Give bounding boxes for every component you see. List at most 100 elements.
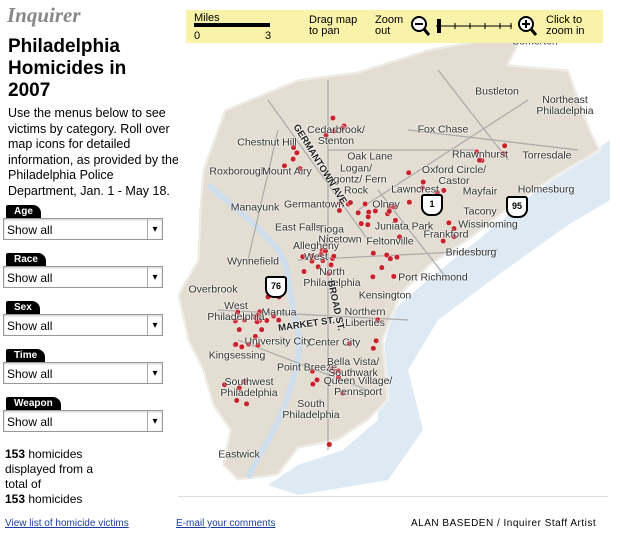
- homicide-icon[interactable]: [258, 326, 265, 333]
- homicide-icon[interactable]: [406, 199, 413, 206]
- place-label: Germantown: [283, 198, 345, 211]
- homicide-icon[interactable]: [322, 132, 330, 139]
- homicide-icon[interactable]: [326, 441, 333, 448]
- homicide-icon[interactable]: [378, 264, 385, 271]
- homicide-icon[interactable]: [296, 165, 303, 172]
- homicide-icon[interactable]: [263, 317, 270, 324]
- homicide-icon[interactable]: [221, 381, 228, 388]
- homicide-icon[interactable]: [309, 368, 316, 375]
- homicide-icon[interactable]: [473, 148, 480, 156]
- homicide-icon[interactable]: [374, 316, 381, 323]
- homicide-icon[interactable]: [233, 397, 240, 404]
- filter-select[interactable]: Show all: [3, 314, 163, 336]
- homicide-icon[interactable]: [405, 169, 412, 176]
- homicide-icon[interactable]: [476, 157, 483, 164]
- homicide-icon[interactable]: [369, 273, 376, 280]
- homicide-icon[interactable]: [329, 115, 336, 122]
- homicide-icon[interactable]: [365, 209, 372, 216]
- homicide-icon[interactable]: [232, 341, 239, 348]
- homicide-icon[interactable]: [300, 268, 308, 275]
- filter-select[interactable]: Show all: [3, 410, 163, 432]
- homicide-icon[interactable]: [383, 251, 390, 259]
- filter-select[interactable]: Show all: [3, 362, 163, 384]
- homicide-icon[interactable]: [299, 253, 306, 260]
- homicide-icon[interactable]: [236, 326, 243, 333]
- homicide-icon[interactable]: [308, 253, 315, 260]
- homicide-icon[interactable]: [387, 255, 394, 262]
- homicide-icon[interactable]: [386, 208, 393, 215]
- homicide-icon[interactable]: [290, 156, 297, 163]
- email-link[interactable]: E-mail your comments: [176, 518, 276, 529]
- homicide-icon[interactable]: [254, 312, 261, 319]
- homicide-icon[interactable]: [254, 342, 261, 349]
- filter-select[interactable]: Show all: [3, 266, 163, 288]
- filter-select[interactable]: Show all: [3, 218, 163, 240]
- homicide-icon[interactable]: [315, 263, 322, 270]
- homicide-icon[interactable]: [322, 247, 329, 255]
- homicide-icon[interactable]: [330, 127, 337, 135]
- homicide-icon[interactable]: [293, 149, 300, 156]
- homicide-icon[interactable]: [364, 221, 371, 228]
- homicide-icon[interactable]: [355, 209, 362, 216]
- homicide-icon[interactable]: [390, 203, 397, 210]
- homicide-icon[interactable]: [501, 142, 508, 149]
- homicide-icon[interactable]: [275, 317, 282, 324]
- homicide-icon[interactable]: [362, 200, 369, 208]
- homicide-icon[interactable]: [329, 365, 336, 372]
- homicide-icon[interactable]: [236, 384, 243, 391]
- homicide-icon[interactable]: [419, 184, 426, 192]
- homicide-icon[interactable]: [500, 150, 507, 157]
- place-label: Feltonville: [366, 235, 414, 248]
- filter-label: Sex: [6, 301, 40, 314]
- homicide-icon[interactable]: [451, 233, 458, 240]
- homicide-icon[interactable]: [420, 178, 427, 186]
- victims-link[interactable]: View list of homicide victims: [5, 518, 129, 529]
- zoom-slider[interactable]: [410, 14, 540, 40]
- homicide-icon[interactable]: [450, 225, 458, 232]
- homicide-icon[interactable]: [440, 187, 447, 194]
- homicide-icon[interactable]: [243, 400, 250, 407]
- homicide-icon[interactable]: [281, 162, 288, 169]
- homicide-icon[interactable]: [309, 381, 316, 388]
- homicide-icon[interactable]: [290, 144, 297, 151]
- homicide-icon[interactable]: [314, 376, 321, 383]
- homicide-icon[interactable]: [252, 333, 259, 340]
- homicide-icon[interactable]: [339, 125, 346, 132]
- homicide-icon[interactable]: [347, 199, 354, 206]
- place-label: Point Breeze: [276, 361, 338, 374]
- homicide-icon[interactable]: [396, 233, 403, 241]
- homicide-icon[interactable]: [325, 270, 332, 277]
- homicide-icon[interactable]: [241, 378, 248, 385]
- sidebar: Inquirer Philadelphia Homicides in 2007 …: [0, 0, 180, 533]
- homicide-icon[interactable]: [245, 341, 252, 348]
- homicide-icon[interactable]: [270, 312, 277, 320]
- homicide-icon[interactable]: [339, 390, 346, 397]
- place-label: Manayunk: [230, 201, 280, 214]
- homicide-icon[interactable]: [318, 251, 325, 258]
- homicide-icon[interactable]: [254, 318, 261, 325]
- homicide-icon[interactable]: [392, 217, 399, 224]
- homicide-icon[interactable]: [445, 219, 452, 226]
- homicide-icon[interactable]: [234, 309, 241, 316]
- homicide-icon[interactable]: [346, 340, 353, 347]
- homicide-icon[interactable]: [241, 316, 248, 324]
- homicide-icon[interactable]: [370, 345, 377, 352]
- homicide-icon[interactable]: [330, 253, 337, 260]
- homicide-icon[interactable]: [358, 220, 365, 227]
- homicide-icon[interactable]: [372, 207, 379, 214]
- homicide-icon[interactable]: [393, 254, 400, 261]
- homicide-icon[interactable]: [390, 273, 397, 280]
- homicide-icon[interactable]: [328, 261, 335, 268]
- homicide-icon[interactable]: [337, 199, 344, 206]
- homicide-icon[interactable]: [238, 343, 245, 350]
- map[interactable]: SomertonBustletonNortheast PhiladelphiaF…: [176, 10, 610, 495]
- summary: 153 homicides displayed from a total of …: [5, 447, 115, 507]
- homicide-icon[interactable]: [373, 337, 380, 344]
- homicide-icon[interactable]: [370, 250, 377, 257]
- homicide-icon[interactable]: [335, 367, 342, 374]
- homicide-icon[interactable]: [319, 257, 326, 264]
- homicide-icon[interactable]: [335, 374, 342, 381]
- homicide-icon[interactable]: [440, 237, 447, 245]
- homicide-icon[interactable]: [232, 317, 239, 324]
- homicide-icon[interactable]: [336, 207, 343, 214]
